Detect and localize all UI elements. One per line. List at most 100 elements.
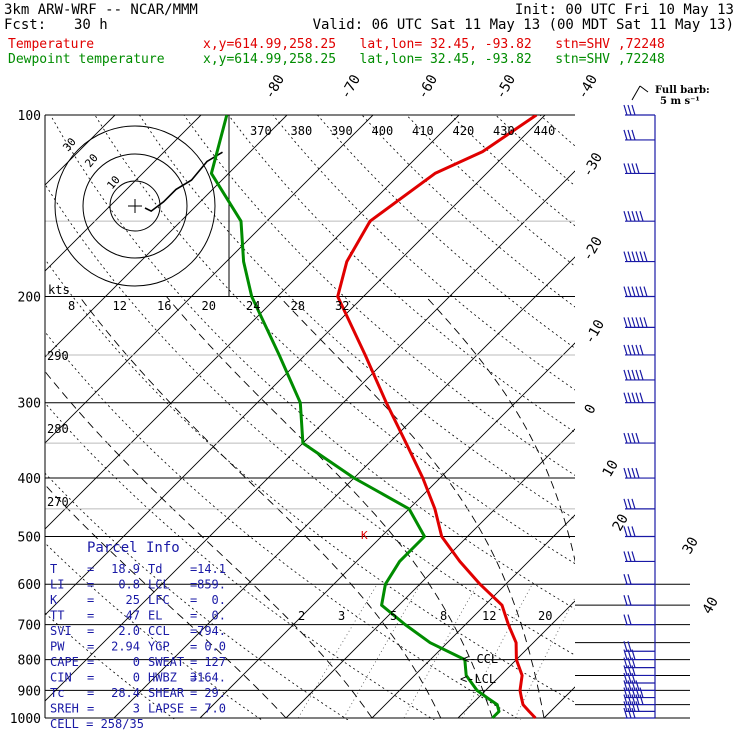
mixing-ratio-label-12: 12: [482, 609, 496, 623]
dry-adiabat-440: [585, 115, 740, 731]
kts-tick-24: 24: [246, 299, 260, 313]
wind-barb-feather: [639, 211, 644, 222]
dry-adiabat-390: [361, 115, 575, 308]
parcel-key: SREH: [50, 702, 79, 716]
wind-barb-feather: [623, 432, 628, 444]
parcel-eq: =: [87, 686, 94, 700]
parcel-eq2: =: [190, 562, 197, 576]
dewpoint-legend: Dewpoint temperature: [8, 52, 165, 67]
parcel-value: 28.4: [111, 686, 140, 700]
kts-tick-16: 16: [157, 299, 171, 313]
parcel-key2: LAPSE: [148, 702, 184, 716]
barb-legend: Full barb:5 m s⁻¹: [631, 85, 710, 107]
dry-adiabat-430: [539, 115, 575, 147]
wind-barb-feather: [631, 707, 636, 719]
wind-barb-feather: [631, 251, 636, 262]
hodograph-ring-2: [54, 125, 216, 287]
wind-barb-feather: [627, 498, 632, 510]
wind-barb: [623, 551, 655, 563]
wind-barb-feather: [623, 526, 628, 537]
pressure-label-400: 400: [18, 472, 41, 487]
moist-adiabat-26: [425, 296, 575, 563]
theta-e-label-0: 290: [47, 349, 69, 363]
wind-barb-feather: [623, 672, 628, 684]
parcel-value2: 859.: [197, 578, 226, 592]
wind-barb: [623, 701, 655, 712]
wind-barb: [623, 344, 655, 356]
parcel-eq2: =: [190, 609, 197, 623]
wind-barb-feather: [627, 286, 632, 297]
wind-barb-feather: [643, 251, 648, 262]
isotherm-label-4: -40: [575, 72, 602, 102]
dry-adiabat-460: [674, 115, 740, 731]
parcel-key2: SWEAT: [148, 655, 184, 669]
wind-barb-feather: [639, 392, 644, 403]
isotherm-label-8: 0: [582, 402, 600, 417]
moist-adiabat-0: [45, 370, 373, 719]
model-name: 3km ARW-WRF -- NCAR/MMM: [4, 2, 198, 18]
wind-barb-feather: [631, 211, 636, 222]
wind-barb-feather: [631, 104, 636, 116]
theta-label-410: 410: [412, 124, 434, 138]
wind-barb: [623, 251, 655, 263]
wind-barb-feather: [635, 251, 640, 262]
isotherm--50: [45, 115, 546, 616]
pressure-label-200: 200: [18, 291, 41, 306]
parcel-key: SVI: [50, 624, 72, 638]
barb-legend-flag: [639, 85, 649, 93]
wind-barb: [623, 694, 655, 706]
parcel-key: CAPE: [50, 655, 79, 669]
wind-barb-feather: [623, 129, 628, 141]
wind-barb-feather: [627, 251, 632, 262]
wind-barb-feather: [623, 701, 628, 712]
ccl-marker: <-CCL: [462, 652, 498, 666]
parcel-key2: CCL: [148, 624, 170, 638]
wind-barb-feather: [627, 369, 632, 381]
dry-adiabat-370: [272, 115, 575, 391]
mixing-ratio-2: [297, 583, 378, 719]
parcel-eq: =: [87, 609, 94, 623]
wind-barb: [623, 498, 655, 510]
wind-barb-feather: [631, 467, 636, 479]
wind-barb-feather: [627, 317, 632, 328]
wind-barb-feather: [635, 369, 640, 381]
parcel-key: T: [50, 562, 57, 576]
temperature-legend: Temperature: [8, 37, 95, 52]
init-time: Init: 00 UTC Fri 10 May 13: [514, 2, 734, 18]
wind-barb-feather: [639, 286, 644, 297]
wind-barb-feather: [627, 707, 632, 719]
wind-barb: [623, 286, 655, 298]
parcel-key2: EL: [148, 609, 162, 623]
valid-time: Valid: 06 UTC Sat 11 May 13 (00 MDT Sat …: [312, 17, 734, 33]
parcel-eq2: =: [190, 655, 197, 669]
theta-e-label-1: 280: [47, 422, 69, 436]
wind-barb-feather: [639, 317, 644, 328]
parcel-key2: Td: [148, 562, 162, 576]
wind-barb-feather: [627, 680, 632, 691]
mixing-ratio-label-8: 8: [440, 609, 447, 623]
parcel-value: 3: [133, 702, 140, 716]
parcel-value: 18.9: [111, 562, 140, 576]
wind-barb: [623, 467, 655, 479]
parcel-eq: =: [87, 562, 94, 576]
isotherm-30: [630, 115, 740, 718]
wind-barb-feather: [635, 392, 640, 403]
moist-adiabat--10: [45, 484, 287, 719]
wind-barb: [623, 526, 655, 538]
parcel-key2: LFC: [148, 593, 170, 607]
kts-tick-28: 28: [291, 299, 305, 313]
wind-barb: [623, 680, 655, 692]
wind-barb-feather: [623, 680, 628, 691]
parcel-eq: =: [87, 624, 94, 638]
isotherm--40: [45, 170, 575, 702]
theta-e-label-2: 270: [47, 495, 69, 509]
parcel-eq2: =: [190, 578, 197, 592]
wind-barb: [623, 672, 655, 684]
parcel-value: 2.0: [118, 624, 140, 638]
wind-barb-feather: [631, 687, 636, 698]
wind-barb-feather: [631, 286, 636, 297]
isotherm--10: [285, 428, 575, 719]
parcel-key: PW: [50, 640, 65, 654]
isotherm-label-11: 30: [680, 534, 702, 557]
wind-barb-feather: [631, 163, 636, 174]
